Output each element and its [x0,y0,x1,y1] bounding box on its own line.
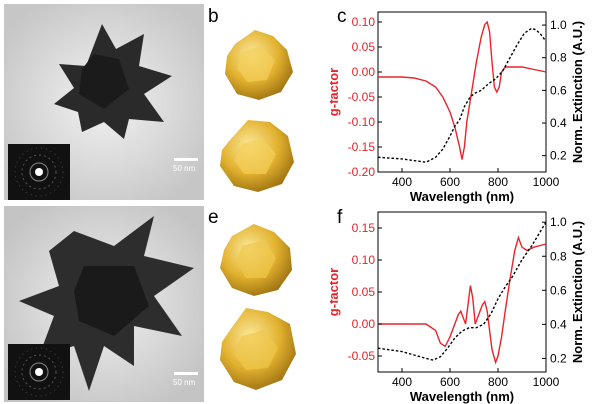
chart-f-ytick-right-label: 1.0 [550,215,567,229]
chart-c-ytick-left-label: 0.10 [352,15,376,29]
gold-model-b2 [212,110,302,198]
chart-f-xtick-label: 1000 [533,375,560,389]
saed-inset-bottom [8,344,70,400]
chart-f-ytick-right-label: 0.2 [550,351,567,365]
chart-c-ylabel-left: g-factor [330,68,341,116]
chart-f-xtick-label: 400 [392,375,412,389]
chart-f-ytick-left-label: 0.10 [352,253,376,267]
chart-c-ytick-left-label: -0.20 [348,165,376,179]
chart-c-frame [378,12,546,172]
chart-c-ytick-left-label: -0.15 [348,140,376,154]
chart-f-ylabel-left: g-factor [330,268,341,316]
tem-image-bottom: 50 nm [4,206,204,402]
chart-c-series-gfactor-line [378,22,546,160]
chart-f-xlabel: Wavelength (nm) [410,389,514,404]
chart-f-ytick-right-label: 0.4 [550,317,567,331]
chart-c-ytick-left-label: 0.00 [352,65,376,79]
chart-f-ytick-right-label: 0.8 [550,249,567,263]
chart-f-ytick-left-label: 0.05 [352,285,376,299]
chart-f-ytick-left-label: 0.00 [352,317,376,331]
chart-f: 400 600 800 1000 -0.05 0.00 0.05 0.10 0.15 0.2 0.4… [330,200,594,404]
saed-inset-top [8,144,70,200]
chart-f-ytick-left-label: -0.05 [348,349,376,363]
chart-c-ytick-left-label: 0.05 [352,40,376,54]
chart-c-ytick-right-label: 0.2 [550,149,567,163]
chart-f-xtick-label: 600 [440,375,460,389]
gold-model-e1 [212,218,300,300]
chart-f-ytick-right-label: 0.6 [550,283,567,297]
chart-f-xtick-label: 800 [488,375,508,389]
chart-c-xtick-label: 1000 [533,175,560,189]
gold-model-b1 [215,22,300,107]
chart-c-xtick-label: 800 [488,175,508,189]
chart-f-series-gfactor-line [378,238,546,363]
chart-c-ytick-right-label: 0.6 [550,83,567,97]
chart-c-ytick-right-label: 0.8 [550,51,567,65]
chart-f-frame [378,212,546,372]
scale-label-bottom: 50 nm [173,378,195,387]
chart-c-ytick-left-label: -0.05 [348,90,376,104]
scale-label-top: 50 nm [173,164,195,173]
scale-bar-top [174,158,198,161]
chart-c-ytick-right-label: 0.4 [550,116,567,130]
chart-c-xtick-label: 600 [440,175,460,189]
scale-bar-bottom [174,372,198,375]
tem-image-top: 50 nm [4,4,204,200]
chart-f-ytick-left-label: 0.15 [352,221,376,235]
chart-c-ytick-left-label: -0.10 [348,115,376,129]
chart-c: 400 600 800 1000 -0.20 -0.15 -0.10 -0.05 0.00 0.0… [330,0,594,204]
gold-model-e2 [212,300,302,396]
chart-f-ylabel-right: Norm. Extinction (A.U.) [570,221,585,363]
chart-c-ylabel-right: Norm. Extinction (A.U.) [570,21,585,163]
chart-c-xtick-label: 400 [392,175,412,189]
chart-c-ytick-right-label: 1.0 [550,18,567,32]
chart-c-series-extinction-line [378,28,546,162]
